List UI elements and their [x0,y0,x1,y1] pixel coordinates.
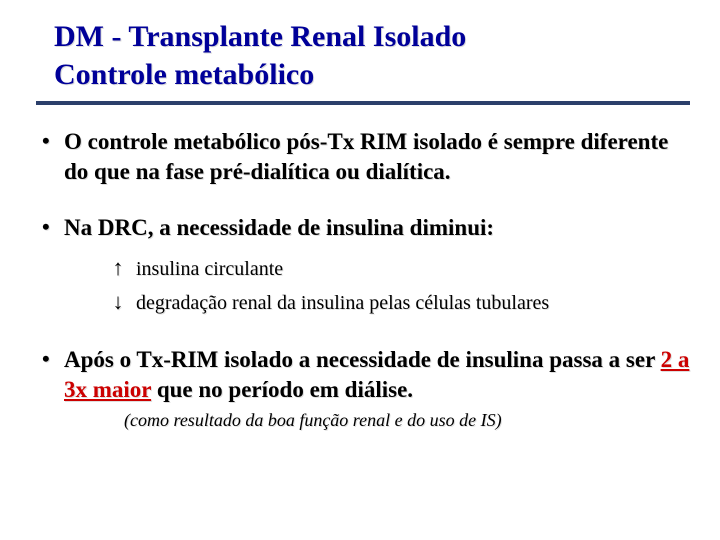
bullet-2: Na DRC, a necessidade de insulina diminu… [36,213,690,319]
title-line-2: Controle metabólico [54,56,690,94]
title-block: DM - Transplante Renal Isolado Controle … [54,18,690,93]
sub-1-text: insulina circulante [136,254,283,285]
sub-item-1: ↑ insulina circulante [108,251,690,285]
title-divider [36,101,690,105]
bullet-2-text: Na DRC, a necessidade de insulina diminu… [64,215,494,240]
sub-list: ↑ insulina circulante ↓ degradação renal… [108,251,690,319]
bullet-1: O controle metabólico pós-Tx RIM isolado… [36,127,690,187]
sub-2-text: degradação renal da insulina pelas célul… [136,288,549,319]
arrow-down-icon: ↓ [108,285,128,319]
bullet-3-pre: Após o Tx-RIM isolado a necessidade de i… [64,347,661,372]
arrow-up-icon: ↑ [108,251,128,285]
slide: DM - Transplante Renal Isolado Controle … [0,0,720,540]
bullet-3-post: que no período em diálise. [151,377,413,402]
sub-item-2: ↓ degradação renal da insulina pelas cél… [108,285,690,319]
bullet-list: O controle metabólico pós-Tx RIM isolado… [36,127,690,432]
bullet-1-text: O controle metabólico pós-Tx RIM isolado… [64,129,668,184]
bullet-3: Após o Tx-RIM isolado a necessidade de i… [36,345,690,432]
bullet-3-note: (como resultado da boa função renal e do… [124,409,690,432]
title-line-1: DM - Transplante Renal Isolado [54,18,690,56]
